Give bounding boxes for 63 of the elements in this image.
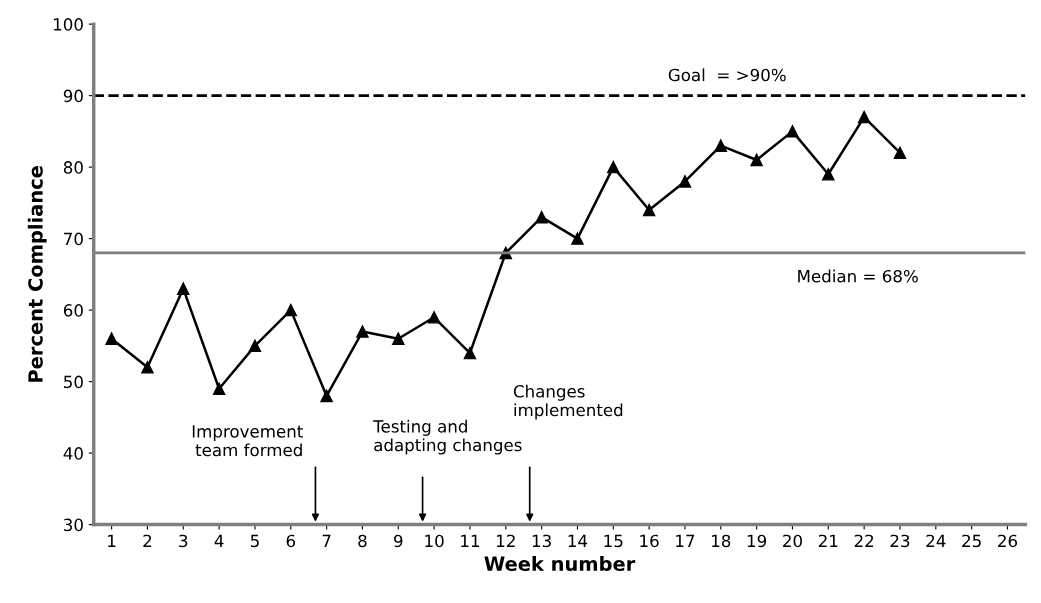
y-tick-label: 40: [63, 447, 83, 460]
point: [750, 153, 763, 167]
point: [212, 382, 226, 396]
point: [177, 282, 190, 295]
x-tick-label: 9: [394, 534, 403, 548]
x-tick-label: 21: [818, 534, 838, 547]
point: [320, 389, 333, 403]
annotation: Changes implemented: [513, 384, 623, 420]
point: [105, 332, 118, 345]
annotation: Improvement team formed: [192, 425, 303, 457]
point: [857, 110, 871, 124]
y-tick-label: 30: [64, 518, 83, 532]
x-tick-label: 11: [461, 534, 480, 547]
x-tick-label: 3: [179, 534, 188, 548]
point: [356, 325, 369, 338]
x-tick-label: 10: [425, 534, 444, 548]
x-tick-label: 23: [890, 534, 910, 548]
ref-line-label: Goal = >90%: [668, 68, 786, 82]
y-tick-label: 100: [53, 18, 83, 31]
point: [607, 160, 620, 174]
x-tick-label: 5: [250, 534, 259, 548]
point: [642, 203, 656, 217]
y-tick-label: 50: [64, 375, 83, 389]
point: [427, 311, 441, 324]
point: [571, 232, 584, 245]
point: [535, 210, 548, 224]
y-tick-label: 70: [64, 232, 83, 246]
x-tick-label: 1: [108, 534, 116, 547]
x-tick-label: 16: [640, 534, 659, 548]
point: [786, 125, 799, 138]
x-tick-label: 12: [497, 534, 515, 547]
x-tick-label: 13: [532, 534, 551, 548]
x-tick-label: 8: [358, 534, 367, 548]
y-tick-label: 80: [63, 161, 83, 174]
point: [822, 168, 835, 181]
x-tick-label: 26: [998, 534, 1018, 548]
y-axis-title: Percent Compliance: [27, 166, 47, 382]
x-tick-label: 22: [854, 534, 874, 547]
point: [714, 139, 728, 152]
point: [678, 175, 692, 188]
point: [893, 146, 907, 160]
x-tick-label: 17: [676, 534, 695, 547]
x-tick-label: 24: [926, 534, 946, 547]
x-tick-label: 2: [143, 534, 152, 547]
x-tick-label: 15: [604, 534, 623, 548]
ref-line-label: Median = 68%: [798, 269, 918, 283]
y-tick-label: 90: [63, 89, 83, 103]
annotation: Testing and adapting changes: [373, 419, 522, 455]
x-tick-label: 25: [962, 534, 981, 548]
point: [392, 332, 405, 345]
point: [141, 361, 154, 374]
x-tick-label: 14: [568, 534, 588, 547]
x-tick-label: 6: [286, 534, 296, 548]
x-tick-label: 7: [322, 534, 331, 547]
point: [248, 339, 262, 353]
x-axis-title: Week number: [484, 556, 636, 572]
point: [463, 346, 477, 360]
point: [284, 303, 298, 317]
y-tick-label: 60: [63, 304, 83, 317]
x-tick-label: 18: [712, 534, 731, 548]
x-tick-label: 20: [783, 534, 802, 548]
x-tick-label: 19: [747, 534, 767, 548]
x-tick-label: 4: [214, 534, 224, 547]
